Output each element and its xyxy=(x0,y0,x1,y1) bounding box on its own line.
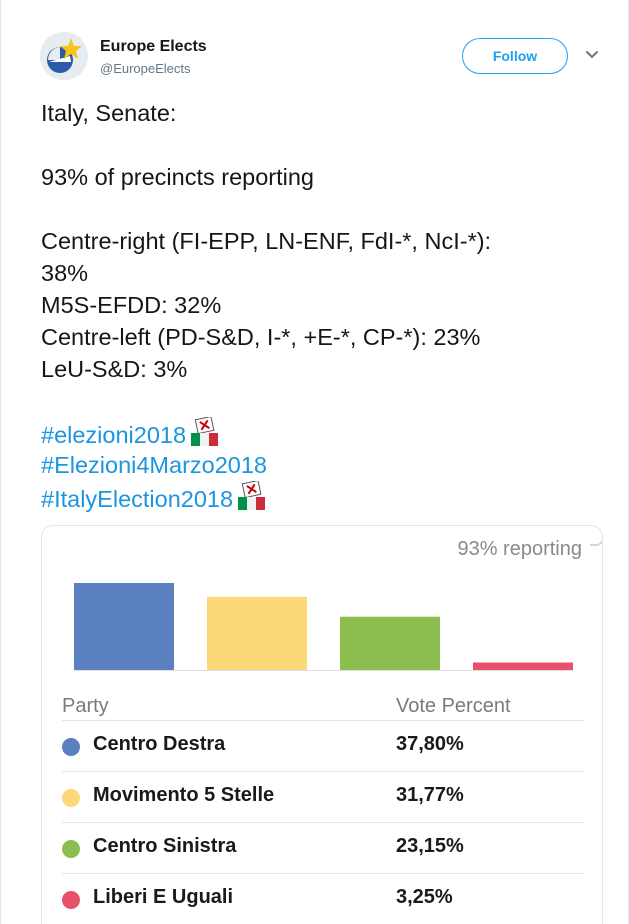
bar-movimento-5-stelle xyxy=(207,596,307,670)
result-line: Centre-right (FI-EPP, LN-ENF, FdI-*, NcI… xyxy=(41,228,492,254)
tweet-header: Europe Elects @EuropeElects Follow xyxy=(40,32,610,84)
party-color-dot xyxy=(62,891,80,909)
party-name: Movimento 5 Stelle xyxy=(93,784,275,806)
result-line: 38% xyxy=(41,260,89,286)
vote-column-header: Vote Percent xyxy=(396,695,511,717)
party-name: Liberi E Uguali xyxy=(93,886,234,908)
vote-percent: 37,80% xyxy=(396,733,464,755)
results-table: Party Vote Percent Centro Destra 37,80% … xyxy=(62,691,584,924)
party-color-dot xyxy=(62,840,80,858)
chevron-down-icon[interactable] xyxy=(584,46,600,62)
table-row: Movimento 5 Stelle 31,77% xyxy=(62,772,584,823)
results-embed-card[interactable]: 93% reporting Party Vote Percent Centro … xyxy=(41,525,603,924)
party-column-header: Party xyxy=(62,695,109,717)
account-handle[interactable]: @EuropeElects xyxy=(100,61,191,76)
table-row: Liberi E Uguali 3,25% xyxy=(62,874,584,924)
account-name[interactable]: Europe Elects xyxy=(100,38,207,55)
table-header: Party Vote Percent xyxy=(62,691,584,721)
result-line: LeU-S&D: 3% xyxy=(41,356,188,382)
italy-ballot-flag-icon xyxy=(235,479,269,519)
hashtag-link[interactable]: #elezioni2018 xyxy=(41,422,187,448)
vote-percent: 3,25% xyxy=(396,886,453,908)
bar-centro-destra xyxy=(74,583,174,670)
results-bar-chart xyxy=(74,583,573,671)
party-color-dot xyxy=(62,789,80,807)
table-row: Centro Destra 37,80% xyxy=(62,721,584,772)
europe-elects-logo-icon[interactable] xyxy=(40,32,88,80)
tweet-text: Italy, Senate: 93% of precincts reportin… xyxy=(41,97,601,513)
reporting-label: 93% reporting xyxy=(457,538,582,560)
table-row: Centro Sinistra 23,15% xyxy=(62,823,584,874)
party-name: Centro Destra xyxy=(93,733,226,755)
bar-centro-sinistra xyxy=(340,616,440,670)
tweet-reporting: 93% of precincts reporting xyxy=(41,164,315,190)
fold-corner-icon xyxy=(590,526,602,546)
follow-button[interactable]: Follow xyxy=(462,38,568,74)
vote-percent: 31,77% xyxy=(396,784,464,806)
result-line: M5S-EFDD: 32% xyxy=(41,292,222,318)
hashtag-link[interactable]: #Elezioni4Marzo2018 xyxy=(41,452,268,478)
bar-liberi-e-uguali xyxy=(473,662,573,670)
tweet-title: Italy, Senate: xyxy=(41,100,177,126)
party-name: Centro Sinistra xyxy=(93,835,237,857)
result-line: Centre-left (PD-S&D, I-*, +E-*, CP-*): 2… xyxy=(41,324,481,350)
italy-ballot-flag-icon xyxy=(188,415,222,455)
hashtag-link[interactable]: #ItalyElection2018 xyxy=(41,486,234,512)
vote-percent: 23,15% xyxy=(396,835,464,857)
party-color-dot xyxy=(62,738,80,756)
